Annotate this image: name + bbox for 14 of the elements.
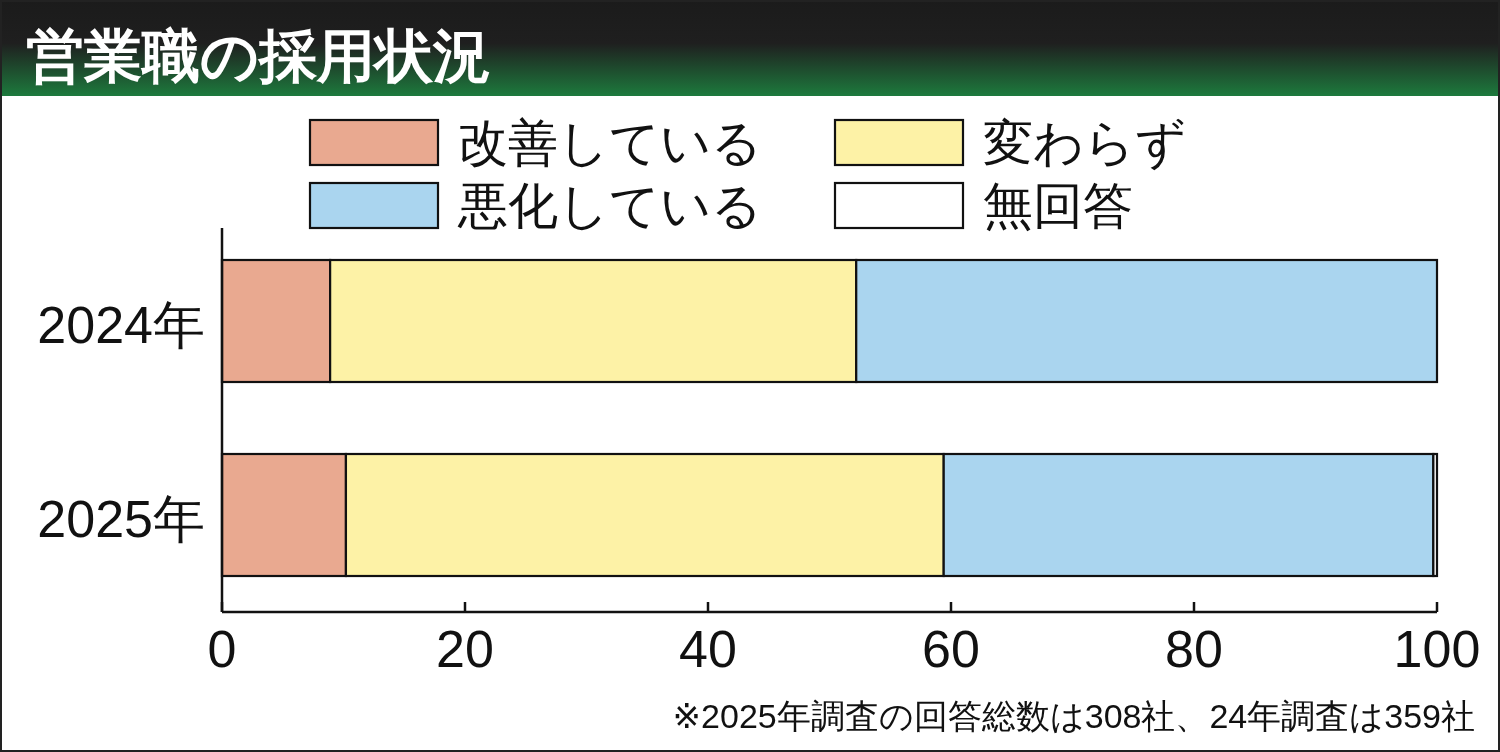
xtick: 100: [1393, 620, 1481, 678]
category: 2025年: [37, 490, 205, 548]
legend-label: 変わらず: [983, 115, 1186, 171]
category: 2024年: [37, 296, 205, 354]
xtick: 20: [436, 620, 494, 678]
xtick: 40: [679, 620, 737, 678]
xtick: 0: [207, 620, 237, 678]
xtick: 60: [922, 620, 980, 678]
legend-label: 悪化している: [458, 178, 762, 234]
legend-label: 改善している: [458, 115, 762, 171]
title: 営業職の採用状況: [26, 23, 491, 88]
legend-label: 無回答: [983, 178, 1133, 234]
xtick: 80: [1165, 620, 1223, 678]
annotation: ※2025年調査の回答総数は308社、24年調査は359社: [672, 697, 1475, 735]
